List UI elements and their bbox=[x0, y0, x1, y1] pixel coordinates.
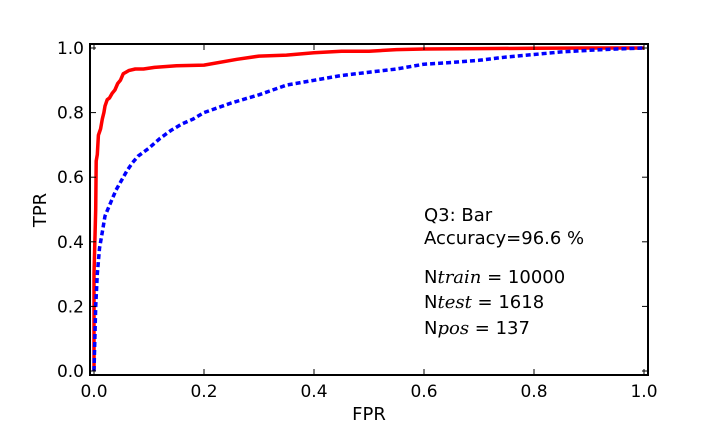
annotation-ntrain-value: = 10000 bbox=[481, 267, 565, 288]
annotation-ntrain: Ntrain = 10000 bbox=[424, 267, 565, 288]
annotation-ntest-value: = 1618 bbox=[472, 292, 544, 313]
plot-frame bbox=[89, 43, 649, 376]
annotation-ntrain-sub: train bbox=[437, 267, 481, 288]
series-layer bbox=[92, 46, 645, 372]
x-tick-label: 0.2 bbox=[190, 382, 217, 402]
annotation-accuracy: Accuracy=96.6 % bbox=[424, 228, 584, 249]
annotation-npos-value: = 137 bbox=[469, 318, 530, 339]
x-tick-label: 0.0 bbox=[80, 382, 107, 402]
ticks-layer: 0.0 0.2 0.4 0.6 0.8 1.0 0.0 0.2 0.4 0.6 0.8 1.0 bbox=[57, 39, 658, 402]
annotation-block: Q3: Bar Accuracy=96.6 % Ntrain = 10000 N… bbox=[424, 205, 584, 339]
y-tick-label: 0.0 bbox=[57, 362, 84, 382]
annotation-ntest-sub: test bbox=[437, 292, 472, 313]
annotation-ntest: Ntest = 1618 bbox=[424, 292, 544, 313]
annotation-ntest-prefix: N bbox=[424, 292, 437, 313]
x-axis-label: FPR bbox=[352, 404, 386, 425]
annotation-npos-sub: pos bbox=[437, 318, 469, 339]
y-tick-label: 0.2 bbox=[57, 297, 84, 317]
series-line-red bbox=[92, 46, 644, 371]
y-tick-label: 0.6 bbox=[57, 168, 84, 188]
x-tick-label: 0.4 bbox=[300, 382, 327, 402]
y-tick-label: 0.8 bbox=[57, 104, 84, 124]
y-axis-label: TPR bbox=[30, 193, 51, 228]
y-tick-label: 1.0 bbox=[57, 39, 84, 59]
x-tick-label: 0.8 bbox=[520, 382, 547, 402]
annotation-ntrain-prefix: N bbox=[424, 267, 437, 288]
y-tick-label: 0.4 bbox=[57, 233, 84, 253]
annotation-npos: Npos = 137 bbox=[424, 318, 530, 339]
annotation-title: Q3: Bar bbox=[424, 205, 493, 226]
x-tick-label: 1.0 bbox=[630, 382, 657, 402]
plot-area bbox=[90, 44, 648, 375]
x-tick-label: 0.6 bbox=[410, 382, 437, 402]
annotation-npos-prefix: N bbox=[424, 318, 437, 339]
series-line-blue bbox=[92, 46, 645, 372]
